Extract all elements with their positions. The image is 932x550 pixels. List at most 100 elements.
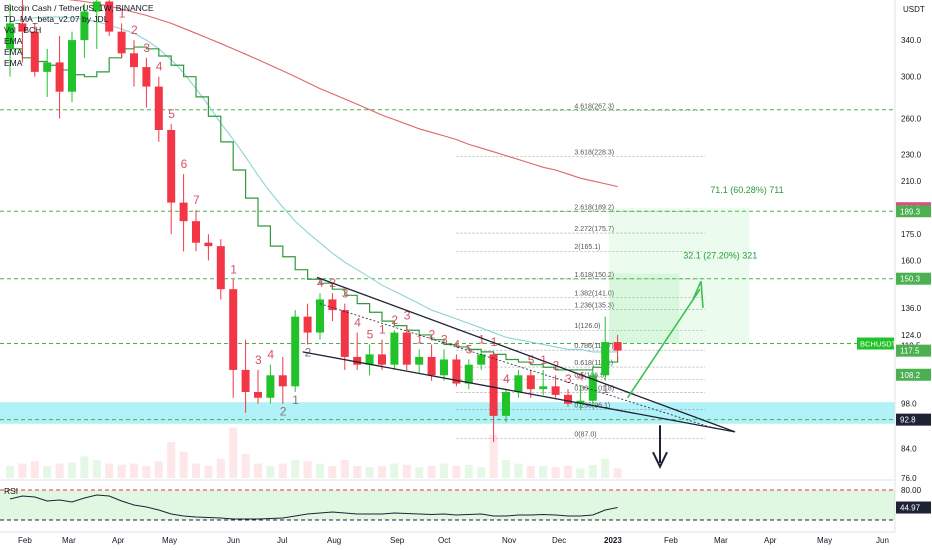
volume-bar (464, 464, 473, 478)
fib-level-label: 2.272(175.7) (574, 226, 614, 233)
fib-level-label: 2.618(189.2) (574, 204, 614, 211)
volume-bar (576, 468, 585, 478)
target-box-small (609, 273, 680, 344)
candle-body (526, 375, 535, 390)
bullish-arrow-head (692, 280, 704, 308)
time-axis-label: Mar (62, 536, 76, 545)
legend-indicator-td[interactable]: TD_MA_beta_v2.07 by JDL (4, 14, 109, 24)
candle-body (464, 364, 473, 384)
volume-bar (601, 458, 610, 478)
candle-body (55, 62, 64, 92)
td-count-label: 5 (168, 107, 175, 121)
legend-indicator-ema-1[interactable]: EMA (4, 36, 23, 46)
candle-body (142, 67, 151, 87)
candle-body (130, 53, 138, 68)
candle-body (440, 359, 448, 376)
legend-indicator-ema-3[interactable]: EMA (4, 58, 23, 68)
candle-body (340, 310, 349, 357)
fib-level-label: 1(126.0) (574, 323, 600, 330)
volume-bar (452, 466, 461, 478)
chart-legend: Bitcoin Cash / TetherUS, 1W, BINANCE TD_… (4, 3, 154, 69)
td-count-label: 3 (565, 372, 572, 386)
rsi-line (9, 494, 618, 520)
candle-body (551, 386, 560, 395)
price-tag-bg (896, 413, 931, 426)
candle-body (192, 221, 200, 243)
fib-level-label: 0.618(111.1) (574, 360, 613, 367)
price-tag-label: 150.3 (900, 275, 921, 284)
td-count-label: 2 (280, 405, 287, 419)
time-axis-label: Nov (502, 536, 516, 545)
candle-body (291, 316, 300, 387)
price-tag-label: 189.3 (900, 207, 921, 216)
bullish-arrow-line (626, 288, 701, 399)
candle-body (18, 23, 27, 32)
price-axis-unit: USDT (903, 5, 925, 14)
time-axis-label: Feb (18, 536, 32, 545)
volume-bar (278, 463, 287, 478)
time-axis-label: 2023 (604, 536, 622, 545)
td-count-label: 4 (503, 372, 510, 386)
fib-level-label: 1.618(150.2) (574, 272, 614, 279)
td-count-label: 2 (429, 327, 436, 341)
volume-bar (316, 463, 324, 478)
candle-body (328, 299, 337, 311)
candle-body (427, 356, 436, 376)
time-axis-label: Jun (227, 536, 240, 545)
candle-body (477, 354, 486, 365)
candle-body (43, 62, 52, 72)
td-count-label: 2 (391, 313, 398, 327)
volume-bar (105, 463, 114, 478)
time-axis-label: May (817, 536, 832, 545)
wedge-upper-line (316, 276, 736, 433)
candle-body (452, 359, 461, 384)
price-tag-label: 117.5 (900, 347, 920, 356)
candle-body (502, 391, 510, 416)
rsi-upper-tick: 80.00 (901, 486, 922, 495)
legend-indicator-ema-2[interactable]: EMA (4, 47, 23, 57)
symbol-tag-bg (857, 337, 894, 350)
candle-body (92, 1, 101, 12)
bearish-arrow-head (652, 451, 668, 469)
td-count-label: 1 (416, 332, 423, 346)
time-axis-label: Feb (664, 536, 678, 545)
td-count-label: 5 (367, 327, 374, 341)
time-axis-label: Apr (764, 536, 777, 545)
ema-fast-line (10, 46, 619, 371)
candle-body (353, 356, 362, 365)
candle-body (303, 316, 312, 333)
volume-bar (514, 463, 523, 478)
volume-bar (502, 460, 510, 478)
price-tag-bg (896, 205, 931, 218)
candle-body (179, 202, 188, 222)
volume-bar (440, 463, 448, 478)
price-axis-tick: 300.0 (901, 73, 922, 82)
price-axis-tick: 124.0 (901, 331, 922, 340)
volume-bar (353, 466, 362, 478)
volume-bar (427, 466, 436, 478)
candle-body (266, 375, 275, 398)
symbol-tag-label: BCHUSDT (860, 340, 897, 349)
candle-body (402, 332, 411, 365)
candle-body (316, 299, 324, 333)
legend-indicator-volume[interactable]: Vol · BCH (4, 25, 42, 35)
volume-bar (80, 456, 89, 478)
time-axis-label: Dec (552, 536, 566, 545)
rsi-pane-label[interactable]: RSI (4, 486, 19, 496)
candle-body (601, 342, 610, 376)
candle-body (539, 386, 548, 390)
volume-bar (130, 463, 138, 478)
td-count-label: 4 (577, 369, 584, 383)
volume-bar (18, 463, 27, 478)
td-count-label: 3 (342, 287, 349, 301)
volume-bar (192, 463, 200, 478)
volume-bar (588, 464, 597, 478)
time-axis-label: Sep (390, 536, 405, 545)
candle-body (6, 23, 14, 49)
td-count-label: 4 (354, 316, 361, 330)
td-count-label: 1 (478, 332, 485, 346)
volume-bar (539, 466, 548, 478)
td-count-label: 1 (379, 323, 386, 337)
price-axis-tick: 340.0 (901, 36, 922, 45)
